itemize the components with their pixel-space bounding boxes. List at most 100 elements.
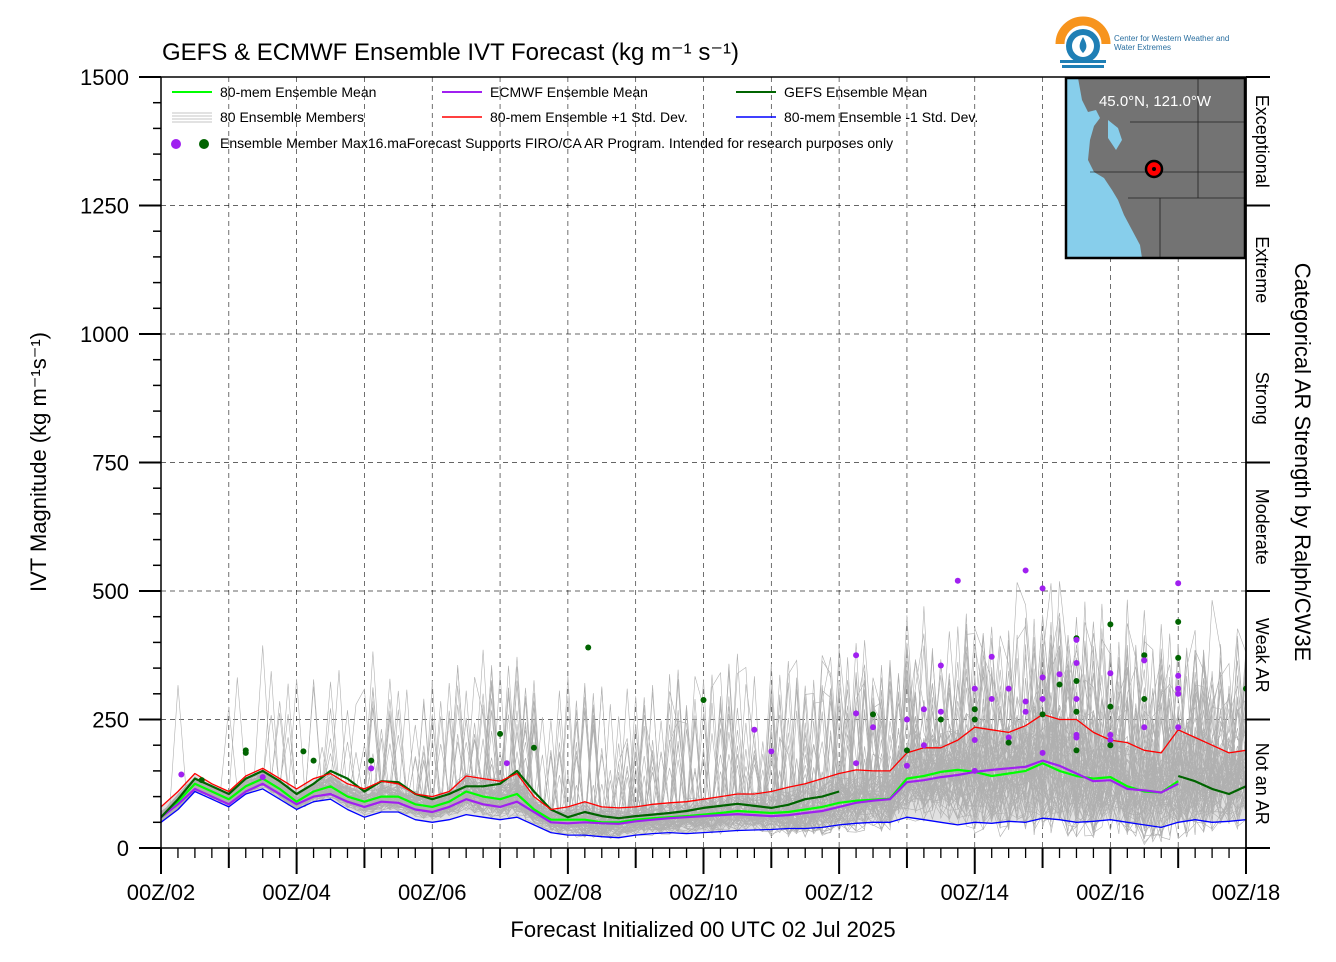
- max-point-gefs: [198, 777, 205, 784]
- max-point-gefs: [1107, 621, 1114, 628]
- category-label: Strong: [1252, 372, 1272, 425]
- x-tick-label: 00Z/18: [1212, 880, 1281, 905]
- y-tick-label: 0: [117, 836, 129, 861]
- max-point-ecmwf: [1073, 695, 1080, 702]
- series-line-plus-sd: [161, 713, 1246, 811]
- ensemble-member-line: [161, 649, 1246, 826]
- max-point-ecmwf: [1107, 737, 1114, 744]
- max-point-ecmwf: [853, 652, 860, 659]
- max-point-ecmwf: [768, 748, 775, 755]
- series-lines: [161, 713, 1246, 839]
- max-point-ecmwf: [988, 653, 995, 660]
- legend-label-gefs-mean: GEFS Ensemble Mean: [784, 84, 927, 100]
- ensemble-member-line: [161, 669, 1246, 833]
- y-tick-label: 1500: [80, 65, 129, 90]
- max-point-ecmwf: [1039, 749, 1046, 756]
- max-point-gefs: [870, 711, 877, 718]
- legend-label-ens-mean: 80-mem Ensemble Mean: [220, 84, 376, 100]
- max-point-ecmwf: [368, 765, 375, 772]
- max-point-ecmwf: [1073, 636, 1080, 643]
- cw3e-logo: [1055, 16, 1111, 68]
- y-axis-label: IVT Magnitude (kg m⁻¹s⁻¹): [26, 332, 51, 592]
- max-point-gefs: [1175, 654, 1182, 661]
- x-tick-label: 00Z/16: [1076, 880, 1145, 905]
- max-point-gefs: [242, 747, 249, 754]
- max-point-gefs: [1141, 652, 1148, 659]
- max-point-ecmwf: [1175, 580, 1182, 587]
- max-point-gefs: [1073, 747, 1080, 754]
- max-point-ecmwf: [937, 708, 944, 715]
- max-point-gefs: [497, 730, 504, 737]
- max-point-ecmwf: [954, 577, 961, 584]
- max-point-ecmwf: [853, 710, 860, 717]
- chart-title: GEFS & ECMWF Ensemble IVT Forecast (kg m…: [162, 39, 739, 66]
- max-point-ecmwf: [971, 767, 978, 774]
- y-tick-label: 1000: [80, 322, 129, 347]
- y-axis: 0 250 500 750 1000 1250 1500: [80, 65, 161, 861]
- category-label: Weak AR: [1252, 618, 1272, 693]
- member-max-points: [178, 567, 1246, 784]
- max-point-ecmwf: [1022, 708, 1029, 715]
- x-tick-label: 00Z/14: [941, 880, 1010, 905]
- max-point-ecmwf: [503, 760, 510, 767]
- max-point-ecmwf: [1107, 670, 1114, 677]
- max-point-gefs: [1073, 708, 1080, 715]
- x-tick-label: 00Z/10: [669, 880, 738, 905]
- x-axis-label: Forecast Initialized 00 UTC 02 Jul 2025: [510, 917, 895, 942]
- max-point-gefs: [937, 716, 944, 723]
- max-point-ecmwf: [1107, 731, 1114, 738]
- max-point-ecmwf: [259, 774, 266, 781]
- ensemble-member-line: [161, 617, 1246, 821]
- max-point-ecmwf: [971, 737, 978, 744]
- max-point-gefs: [1056, 681, 1063, 688]
- ensemble-member-line: [161, 630, 1246, 830]
- max-point-ecmwf: [1175, 724, 1182, 731]
- max-point-ecmwf: [988, 695, 995, 702]
- max-point-ecmwf: [903, 762, 910, 769]
- x-axis: 00Z/02 00Z/04 00Z/06 00Z/08 00Z/10 00Z/12 00Z/…: [127, 848, 1281, 905]
- max-point-ecmwf: [1175, 685, 1182, 692]
- max-point-ecmwf: [937, 662, 944, 669]
- y-tick-label: 1250: [80, 194, 129, 219]
- max-point-ecmwf: [920, 706, 927, 713]
- legend-label-plus-sd: 80-mem Ensemble +1 Std. Dev.: [490, 109, 688, 125]
- x-tick-label: 00Z/02: [127, 880, 196, 905]
- max-point-ecmwf: [971, 685, 978, 692]
- max-point-ecmwf: [853, 760, 860, 767]
- max-point-ecmwf: [1073, 659, 1080, 666]
- max-point-gefs: [530, 744, 537, 751]
- x-tick-label: 00Z/12: [805, 880, 874, 905]
- series-line-gefs-mean: [161, 769, 1246, 820]
- x-tick-label: 00Z/08: [534, 880, 603, 905]
- y-tick-label: 750: [92, 451, 129, 476]
- x-tick-label: 00Z/06: [398, 880, 467, 905]
- max-point-ecmwf: [903, 716, 910, 723]
- max-point-gefs: [971, 716, 978, 723]
- max-point-ecmwf: [1056, 671, 1063, 678]
- max-point-ecmwf: [1073, 734, 1080, 741]
- max-point-ecmwf: [1175, 690, 1182, 697]
- legend-swatch-max-ecmwf: [171, 139, 181, 149]
- max-point-ecmwf: [178, 771, 185, 778]
- category-label: Extreme: [1252, 236, 1272, 303]
- max-point-gefs: [300, 748, 307, 755]
- inset-location-label: 45.0°N, 121.0°W: [1099, 93, 1212, 110]
- max-point-gefs: [903, 747, 910, 754]
- max-point-ecmwf: [1005, 685, 1012, 692]
- right-axis-label: Categorical AR Strength by Ralph/CW3E: [1290, 263, 1315, 662]
- max-point-ecmwf: [1141, 657, 1148, 664]
- ensemble-member-line: [161, 671, 1246, 832]
- y-tick-label: 250: [92, 708, 129, 733]
- max-point-gefs: [1073, 677, 1080, 684]
- max-point-gefs: [1141, 695, 1148, 702]
- legend-label-minus-sd: 80-mem Ensemble -1 Std. Dev.: [784, 109, 978, 125]
- max-point-ecmwf: [870, 724, 877, 731]
- logo-text: Center for Western Weather and Water Ext…: [1114, 34, 1230, 52]
- max-point-gefs: [1039, 711, 1046, 718]
- legend: 80-mem Ensemble Mean ECMWF Ensemble Mean…: [171, 84, 978, 151]
- series-line-ecmwf-mean: [161, 759, 1179, 825]
- max-point-gefs: [1005, 739, 1012, 746]
- series-line-minus-sd: [161, 788, 1246, 839]
- x-tick-label: 00Z/04: [262, 880, 331, 905]
